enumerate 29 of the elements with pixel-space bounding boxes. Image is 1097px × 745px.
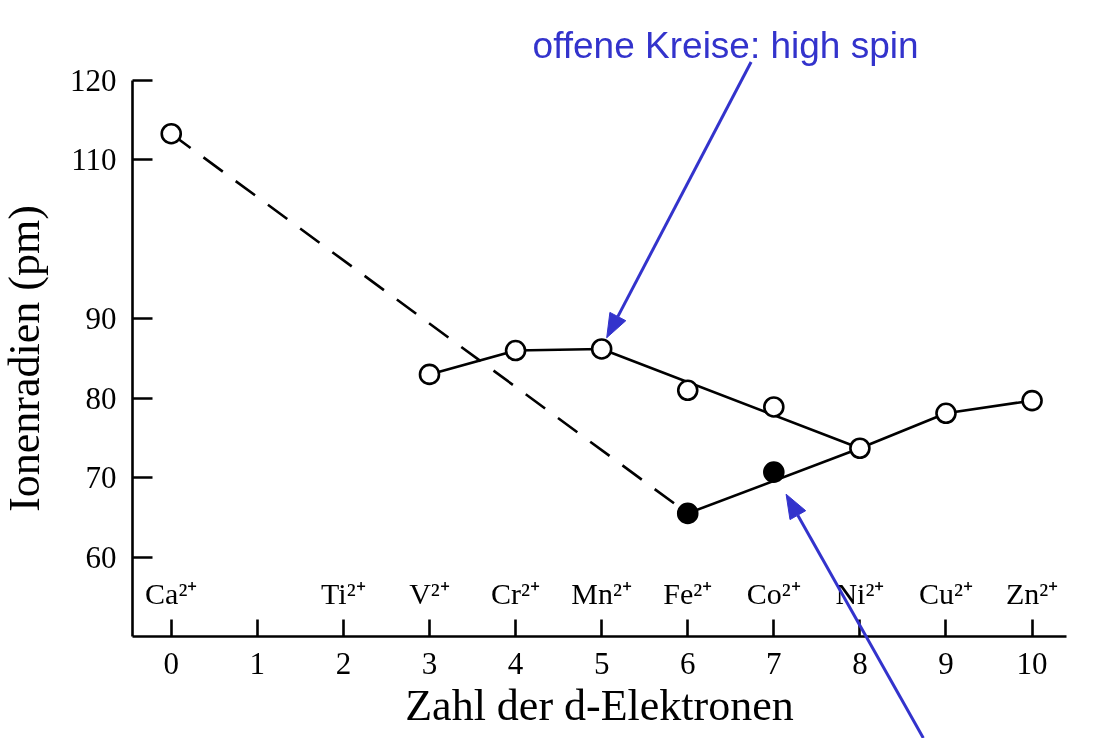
x2-tick-label: 6	[679, 645, 696, 681]
x2-tick-label: 5	[593, 645, 610, 681]
y-tick-label: 80	[85, 380, 117, 416]
x2-tick-label: 9	[938, 645, 954, 681]
x2-tick-label: 1	[249, 645, 266, 681]
y-tick-label: 60	[85, 539, 117, 575]
x-tick-label: Ti²⁺	[321, 576, 366, 610]
x-tick-label: Zn²⁺	[1005, 576, 1059, 610]
x2-tick-label: 8	[852, 645, 868, 681]
x-tick-label: Co²⁺	[746, 576, 801, 610]
x2-tick-label: 4	[507, 645, 524, 681]
y-axis-title: Ionenradien (pm)	[0, 205, 49, 512]
x-tick-label: V²⁺	[409, 576, 450, 610]
x-tick-label: Cu²⁺	[918, 576, 973, 610]
text: offene Kreise: high spin	[532, 25, 919, 66]
x-tick-label: Fe²⁺	[663, 576, 713, 610]
x2-tick-label: 3	[421, 645, 438, 681]
y-tick-label: 110	[71, 142, 117, 178]
y-tick-label: 70	[85, 460, 117, 496]
x2-tick-label: 7	[766, 645, 782, 681]
x2-tick-label: 10	[1016, 645, 1048, 681]
y-tick-label: 120	[70, 63, 117, 98]
y-tick-label: 90	[85, 301, 117, 337]
x2-tick-label: 0	[163, 645, 179, 681]
x-tick-label: Cr²⁺	[491, 576, 541, 610]
x2-tick-label: 2	[335, 645, 352, 681]
x-axis-title: Zahl der d-Elektronen	[405, 680, 794, 730]
x-tick-label: Mn²⁺	[571, 576, 632, 610]
x-tick-label: Ca²⁺	[145, 576, 198, 610]
